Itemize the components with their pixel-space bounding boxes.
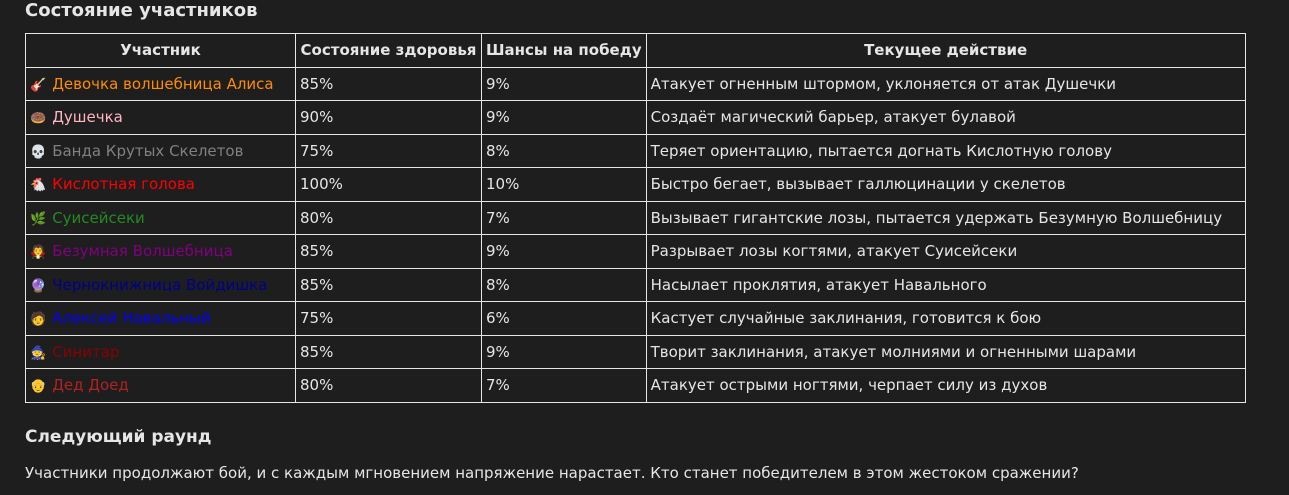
icon: 🌿 <box>30 211 47 227</box>
icon: 🧙 <box>30 345 47 361</box>
chance-cell: 9% <box>481 100 647 135</box>
header-cell: Участник <box>25 33 296 68</box>
chance-cell: 9% <box>481 234 647 269</box>
chance-cell: 10% <box>481 167 647 202</box>
health-cell: 80% <box>295 368 482 403</box>
participant-name: Душечка <box>52 108 123 127</box>
action-cell: Творит заклинания, атакует молниями и ог… <box>645 334 1246 369</box>
participant-name: Суисейсеки <box>52 208 145 227</box>
chance-cell: 8% <box>481 267 647 302</box>
table-body: 🎸 Девочка волшебница Алиса 85% 9% Атакует ог… <box>25 66 1246 403</box>
icon: 💀 <box>30 144 47 160</box>
participant-name: Кислотная голова <box>52 175 195 194</box>
action-cell: Теряет ориентацию, пытается догнать Кисл… <box>645 133 1246 168</box>
chance-cell: 8% <box>481 133 647 168</box>
participant-cell: 🔮 Чернокнижница Войдишка <box>25 267 296 302</box>
chance-cell: 9% <box>481 334 647 369</box>
participant-cell: 🧙 Синитар <box>25 334 296 369</box>
header-cell: Текущее действие <box>645 33 1246 68</box>
participant-cell: 🍩 Душечка <box>25 100 296 135</box>
participant-name: Безумная Волшебница <box>52 242 233 261</box>
chance-cell: 9% <box>481 66 647 101</box>
participant-name: Банда Крутых Скелетов <box>52 141 244 160</box>
row: 🐔 Кислотная голова 100% 10% Быстро бегает, в… <box>25 167 1246 202</box>
health-cell: 85% <box>295 334 482 369</box>
health-cell: 85% <box>295 267 482 302</box>
participant-cell: 🧛 Безумная Волшебница <box>25 234 296 269</box>
health-cell: 75% <box>295 133 482 168</box>
participant-cell: 👴 Дед Доед <box>25 368 296 403</box>
action-cell: Разрывает лозы когтями, атакует Суисейсе… <box>645 234 1246 269</box>
health-cell: 90% <box>295 100 482 135</box>
action-cell: Быстро бегает, вызывает галлюцинации у с… <box>645 167 1246 202</box>
icon: 🍩 <box>30 111 47 127</box>
action-cell: Атакует острыми ногтями, черпает силу из… <box>645 368 1246 403</box>
health-cell: 85% <box>295 66 482 101</box>
health-cell: 80% <box>295 200 482 235</box>
participant-cell: 🌿 Суисейсеки <box>25 200 296 235</box>
row: 🌿 Суисейсеки 80% 7% Вызывает гигантские лозы… <box>25 200 1246 235</box>
icon: 🧛 <box>30 245 47 261</box>
header-row: Участник Состояние здоровья Шансы на поб… <box>25 33 1246 68</box>
health-cell: 100% <box>295 167 482 202</box>
action-cell: Атакует огненным штормом, уклоняется от … <box>645 66 1246 101</box>
row: 🧛 Безумная Волшебница 85% 9% Разрывает лозы … <box>25 234 1246 269</box>
chance-cell: 6% <box>481 301 647 336</box>
icon: 🎸 <box>30 77 47 93</box>
row: 💀 Банда Крутых Скелетов 75% 8% Теряет ориент… <box>25 133 1246 168</box>
section-title: Следующий раунд <box>25 427 212 447</box>
title: Состояние участников <box>25 0 258 21</box>
participant-cell: 🐔 Кислотная голова <box>25 167 296 202</box>
row: 🧙 Синитар 85% 9% Творит заклинания, атакует … <box>25 334 1246 369</box>
participant-cell: 💀 Банда Крутых Скелетов <box>25 133 296 168</box>
row: 🔮 Чернокнижница Войдишка 85% 8% Насылает про… <box>25 267 1246 302</box>
health-cell: 85% <box>295 234 482 269</box>
participant-name: Синитар <box>52 342 120 361</box>
icon: 🐔 <box>30 178 47 194</box>
header-cell: Шансы на победу <box>481 33 647 68</box>
status-table: Участник Состояние здоровья Шансы на поб… <box>25 33 1246 403</box>
participant-name: Девочка волшебница Алиса <box>52 74 274 93</box>
participant-name: Дед Доед <box>52 376 129 395</box>
participant-name: Чернокнижница Войдишка <box>52 275 268 294</box>
icon: 🔮 <box>30 278 47 294</box>
health-cell: 75% <box>295 301 482 336</box>
row: 🎸 Девочка волшебница Алиса 85% 9% Атакует ог… <box>25 66 1246 101</box>
action-cell: Создаёт магический барьер, атакует булав… <box>645 100 1246 135</box>
participant-cell: 🧑 Алексей Навальный <box>25 301 296 336</box>
action-cell: Вызывает гигантские лозы, пытается удерж… <box>645 200 1246 235</box>
participant-name: Алексей Навальный <box>52 309 211 328</box>
icon: 👴 <box>30 379 47 395</box>
paragraph: Участники продолжают бой, и с каждым мгн… <box>25 464 1079 482</box>
chance-cell: 7% <box>481 200 647 235</box>
chance-cell: 7% <box>481 368 647 403</box>
icon: 🧑 <box>30 312 47 328</box>
action-cell: Кастует случайные заклинания, готовится … <box>645 301 1246 336</box>
row: 🍩 Душечка 90% 9% Создаёт магический барьер, … <box>25 100 1246 135</box>
row: 👴 Дед Доед 80% 7% Атакует острыми ногтями, ч… <box>25 368 1246 403</box>
action-cell: Насылает проклятия, атакует Навального <box>645 267 1246 302</box>
row: 🧑 Алексей Навальный 75% 6% Кастует случайные… <box>25 301 1246 336</box>
participant-cell: 🎸 Девочка волшебница Алиса <box>25 66 296 101</box>
header-cell: Состояние здоровья <box>295 33 482 68</box>
